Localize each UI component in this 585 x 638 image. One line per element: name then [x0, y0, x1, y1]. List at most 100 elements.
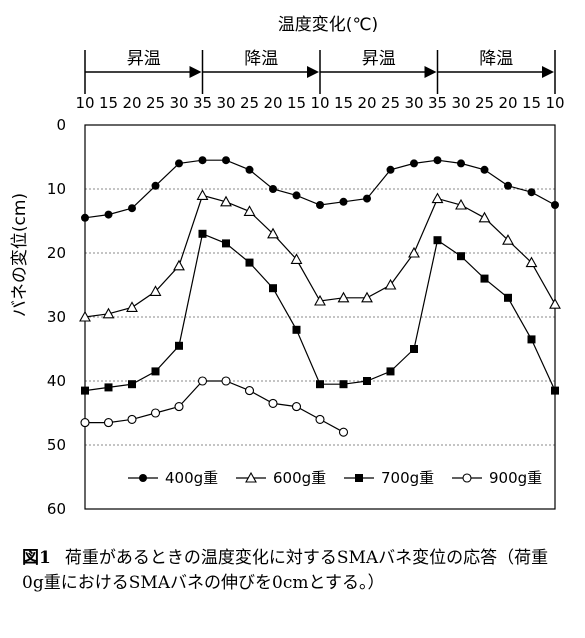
data-point	[433, 236, 442, 245]
x-tick-label: 10	[545, 94, 564, 112]
data-point	[102, 307, 115, 319]
data-point	[269, 185, 277, 193]
x-tick-label: 15	[287, 94, 306, 112]
data-point	[128, 204, 136, 213]
top-axis-label: 温度変化(℃)	[278, 15, 378, 35]
data-point	[244, 386, 255, 396]
phase-label: 降温	[244, 49, 278, 69]
data-point	[315, 414, 325, 424]
data-point	[175, 159, 183, 168]
series-0	[81, 156, 559, 222]
y-axis-label: バネの変位(cm)	[10, 193, 30, 317]
x-tick-label: 25	[146, 94, 165, 112]
x-tick-label: 15	[99, 94, 118, 112]
data-point	[502, 234, 514, 245]
data-point	[316, 201, 324, 209]
data-point	[433, 156, 442, 165]
phase-arrow-head	[189, 66, 202, 78]
data-point	[128, 380, 136, 389]
y-tick-label: 50	[47, 436, 66, 454]
x-tick-label: 30	[169, 94, 188, 112]
y-tick-label: 30	[47, 308, 66, 326]
series-layer	[79, 156, 561, 437]
legend-label: 400g重	[165, 469, 218, 487]
x-tick-label: 30	[216, 94, 235, 112]
data-point	[81, 386, 89, 395]
legend-label: 700g重	[381, 469, 434, 487]
data-point	[151, 367, 160, 376]
data-point	[243, 205, 256, 216]
data-point	[549, 298, 561, 309]
data-point	[198, 229, 207, 238]
phase-bar: 昇温 降温 昇温 降温	[84, 49, 556, 94]
data-point	[245, 258, 254, 267]
caption-label: 図1	[22, 548, 51, 568]
x-tick-label: 10	[310, 94, 329, 112]
x-tick-label: 30	[404, 94, 423, 112]
data-point	[222, 239, 230, 248]
data-point	[314, 294, 326, 306]
data-point	[81, 213, 89, 222]
data-point	[504, 293, 512, 302]
legend-label: 900g重	[489, 469, 542, 487]
data-point	[339, 197, 348, 206]
data-point	[126, 301, 138, 312]
data-point	[150, 408, 161, 418]
data-point	[149, 285, 162, 296]
figure-caption: 図1 荷重があるときの温度変化に対するSMAバネ変位の応答（荷重0g重におけるSM…	[22, 546, 567, 596]
data-point	[457, 159, 465, 168]
data-point	[269, 284, 277, 293]
phase-arrow-head	[424, 66, 437, 78]
series-line	[85, 380, 344, 433]
data-point	[174, 402, 184, 412]
legend-marker	[139, 474, 147, 482]
data-point	[408, 246, 420, 258]
phase-arrow-head	[542, 66, 554, 78]
legend-marker	[355, 474, 363, 482]
legend-marker	[462, 473, 472, 483]
data-point	[339, 380, 348, 389]
data-point	[198, 156, 207, 165]
x-tick-label: 25	[240, 94, 259, 112]
data-point	[292, 325, 301, 334]
legend-marker	[245, 471, 257, 483]
series-2	[81, 229, 559, 395]
data-point	[292, 191, 301, 200]
data-point	[220, 195, 232, 207]
data-point	[80, 418, 90, 428]
data-point	[386, 165, 395, 174]
data-point	[316, 380, 324, 389]
y-tick-label: 40	[47, 372, 66, 390]
x-tick-label: 20	[263, 94, 282, 112]
data-point	[197, 376, 208, 386]
data-point	[410, 159, 418, 168]
x-tick-label: 20	[122, 94, 141, 112]
data-point	[527, 335, 536, 344]
data-point	[361, 291, 373, 303]
phase-label: 昇温	[362, 49, 396, 69]
data-point	[173, 259, 185, 271]
data-point	[386, 367, 395, 376]
data-point	[103, 418, 114, 428]
data-point	[127, 414, 137, 424]
data-point	[151, 181, 160, 190]
data-point	[480, 165, 489, 174]
x-tick-label: 30	[451, 94, 470, 112]
y-tick-label: 10	[47, 180, 66, 198]
chart: 温度変化(℃) 昇温 降温 昇温 降温 10 15 20 25 30 35 30 25 20 15 10 1…	[10, 15, 565, 518]
data-point	[291, 402, 302, 412]
data-point	[478, 211, 491, 223]
data-point	[363, 194, 371, 203]
data-point	[504, 181, 512, 190]
data-point	[525, 256, 538, 268]
data-point	[104, 383, 113, 392]
series-1	[79, 189, 561, 322]
phase-label: 昇温	[127, 49, 161, 69]
data-point	[221, 376, 231, 386]
phase-label: 降温	[479, 49, 513, 69]
data-point	[290, 253, 303, 264]
data-point	[175, 341, 183, 350]
data-point	[79, 310, 91, 322]
x-tick-label: 25	[381, 94, 400, 112]
x-tick-label: 25	[475, 94, 494, 112]
